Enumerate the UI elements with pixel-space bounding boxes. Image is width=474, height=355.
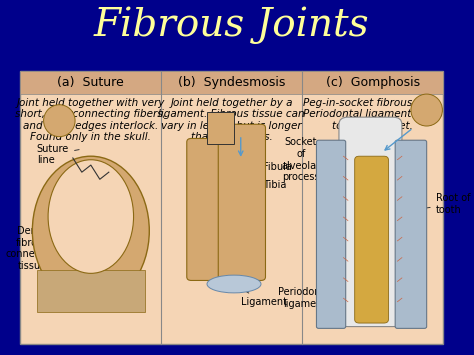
FancyBboxPatch shape <box>20 71 443 94</box>
Text: (c)  Gomphosis: (c) Gomphosis <box>326 76 420 89</box>
FancyBboxPatch shape <box>317 140 346 328</box>
Ellipse shape <box>32 156 149 305</box>
Text: (b)  Syndesmosis: (b) Syndesmosis <box>178 76 285 89</box>
FancyBboxPatch shape <box>187 138 220 280</box>
Ellipse shape <box>44 105 75 137</box>
FancyBboxPatch shape <box>355 156 388 323</box>
Text: Peg-in-socket fibrous joint.
Periodontal ligament holds
tooth in socket.: Peg-in-socket fibrous joint. Periodontal… <box>303 98 442 131</box>
Text: Ligament: Ligament <box>237 285 287 307</box>
FancyBboxPatch shape <box>20 71 443 344</box>
FancyArrowPatch shape <box>238 138 243 155</box>
FancyBboxPatch shape <box>395 140 427 328</box>
Text: Periodontal
ligament: Periodontal ligament <box>278 288 333 309</box>
FancyArrowPatch shape <box>385 130 411 150</box>
Text: Joint held together with very
short, interconnecting fibers,
and bone edges inte: Joint held together with very short, int… <box>15 98 166 142</box>
FancyBboxPatch shape <box>339 117 402 327</box>
FancyBboxPatch shape <box>207 112 234 144</box>
Text: Fibula: Fibula <box>217 162 292 173</box>
Text: Socket
of
alveolar
process: Socket of alveolar process <box>281 137 320 182</box>
Text: Root of
tooth: Root of tooth <box>393 193 470 215</box>
Ellipse shape <box>48 160 134 273</box>
Ellipse shape <box>411 94 442 126</box>
Text: Dense
fibrous
connective
tissue: Dense fibrous connective tissue <box>6 226 59 271</box>
Text: Tibia: Tibia <box>244 180 287 190</box>
Text: Fibrous Joints: Fibrous Joints <box>94 6 370 44</box>
Text: (a)  Suture: (a) Suture <box>57 76 124 89</box>
FancyBboxPatch shape <box>37 270 145 312</box>
Ellipse shape <box>207 275 261 293</box>
FancyBboxPatch shape <box>218 124 265 280</box>
Text: Joint held together by a
ligament. Fibrous tissue can
vary in length but is long: Joint held together by a ligament. Fibro… <box>158 98 305 142</box>
Text: Suture
line: Suture line <box>37 144 79 165</box>
